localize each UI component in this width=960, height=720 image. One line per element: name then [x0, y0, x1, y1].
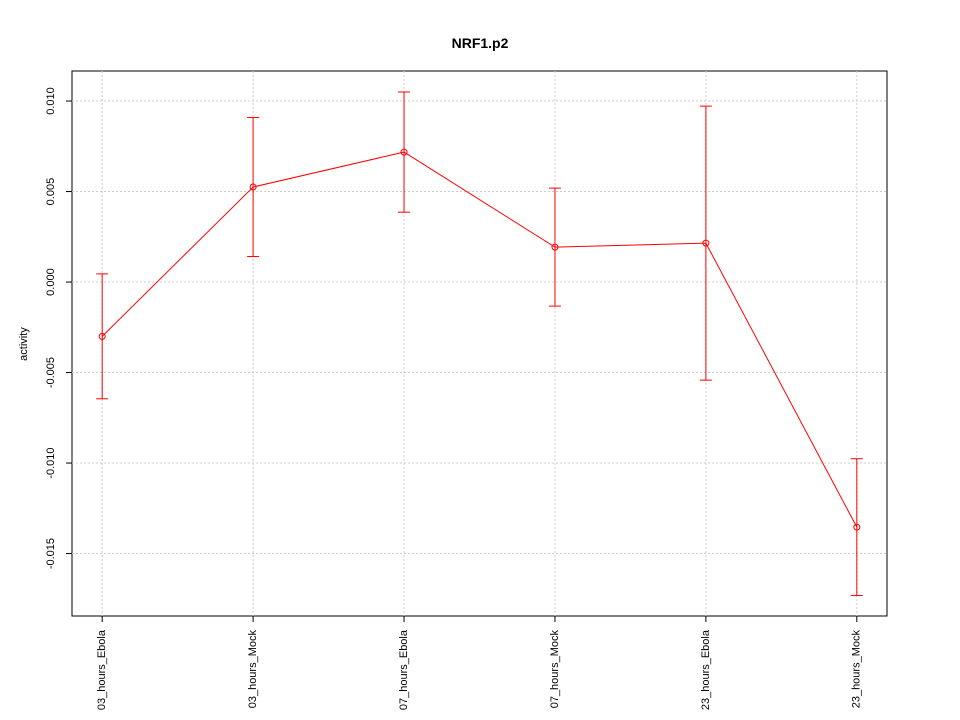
- x-tick-label: 07_hours_Ebola: [398, 629, 410, 710]
- error-bar: [398, 91, 411, 213]
- point: [98, 332, 106, 340]
- plot-frame: [71, 70, 888, 617]
- x-tick-label: 03_hours_Mock: [247, 630, 259, 709]
- error-bar: [850, 458, 863, 597]
- point: [400, 148, 408, 156]
- x-tick-label: 07_hours_Mock: [549, 630, 561, 709]
- series-line: [101, 151, 858, 528]
- point: [853, 523, 861, 531]
- y-tick-label: 0.005: [45, 178, 57, 206]
- error-bar: [96, 273, 109, 400]
- y-tick-label: -0.005: [45, 357, 57, 388]
- y-tick-label: 0.010: [45, 87, 57, 115]
- x-tick-label: 23_hours_Ebola: [700, 629, 712, 710]
- y-tick-label: -0.015: [45, 538, 57, 569]
- x-tick-label: 23_hours_Mock: [851, 630, 863, 709]
- error-bar: [699, 105, 712, 381]
- y-tick-label: 0.000: [45, 268, 57, 296]
- error-bar: [247, 117, 260, 258]
- y-axis-label: activity: [18, 327, 30, 361]
- point: [551, 243, 559, 251]
- point: [249, 183, 257, 191]
- y-tick-label: -0.010: [45, 447, 57, 478]
- x-tick-label: 03_hours_Ebola: [96, 629, 108, 710]
- error-bar: [548, 187, 561, 307]
- point: [702, 239, 710, 247]
- chart-title: NRF1.p2: [452, 35, 509, 51]
